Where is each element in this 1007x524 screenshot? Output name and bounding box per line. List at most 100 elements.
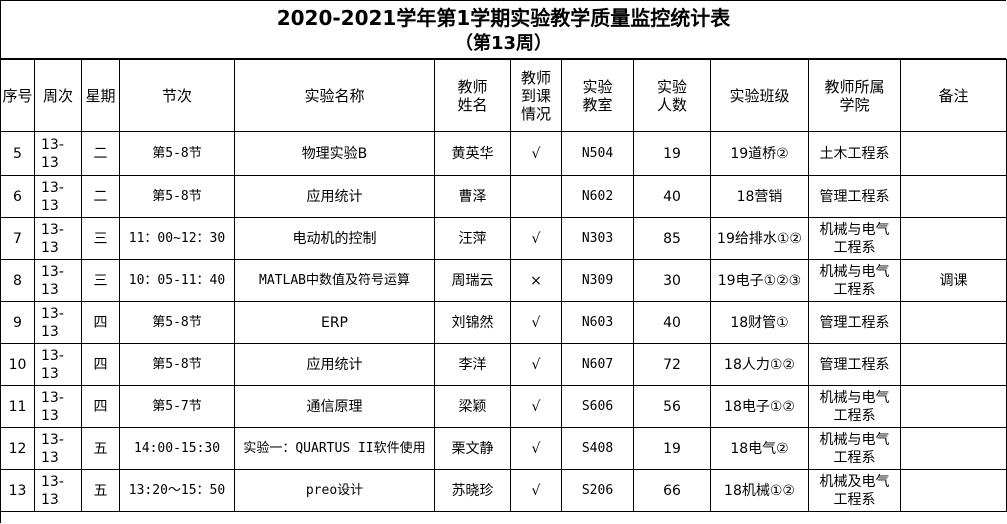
teacher-name-cell: 黄英华 (434, 131, 511, 176)
attendance-cell: √ (510, 469, 562, 512)
weekday-cell: 四 (81, 343, 120, 386)
table-row: 11 13-13 四第5-7节 通信原理 梁颖 √ S606 56 18电子①② 机械与电气 工程系 (0, 385, 1007, 428)
header-period: 节次 (119, 59, 235, 132)
header-week: 周次 (34, 59, 82, 132)
class-cell: 18财管① (710, 301, 809, 344)
table-row: 13 13-13 五 13:20～15：50 preo设计 苏晓珍 √ S206 66 18机械①… (0, 469, 1007, 512)
remark-cell (900, 175, 1007, 218)
period-cell: 13:20～15：50 (119, 469, 235, 512)
department-cell: 管理工程系 (808, 175, 901, 218)
seq-cell: 9 (0, 301, 35, 344)
student-count-cell: 66 (633, 469, 711, 512)
classroom-cell: N607 (561, 343, 634, 386)
teacher-name-cell: 刘锦然 (434, 301, 511, 344)
department-cell: 机械与电气 工程系 (808, 259, 901, 302)
weekday-cell: 五 (81, 469, 120, 512)
classroom-cell: S206 (561, 469, 634, 512)
class-cell: 18电子①② (710, 385, 809, 428)
remark-cell (900, 343, 1007, 386)
attendance-cell: √ (510, 385, 562, 428)
seq-cell: 13 (0, 469, 35, 512)
table-row: 9 13-13 四第5-8节 ERP 刘锦然 √ N603 40 18财管① 管理工程系 (0, 301, 1007, 344)
department-cell: 土木工程系 (808, 131, 901, 176)
teacher-name-cell: 汪萍 (434, 217, 511, 260)
week-cell: 13-13 (34, 427, 82, 470)
classroom-cell: N303 (561, 217, 634, 260)
seq-cell: 7 (0, 217, 35, 260)
attendance-cell: × (510, 259, 562, 302)
seq-cell: 10 (0, 343, 35, 386)
teacher-name-cell: 周瑞云 (434, 259, 511, 302)
experiment-name-cell: 应用统计 (234, 175, 435, 218)
period-cell: 10：05-11：40 (119, 259, 235, 302)
class-cell: 18电气② (710, 427, 809, 470)
header-class: 实验班级 (710, 59, 809, 132)
period-cell: 第5-8节 (119, 301, 235, 344)
header-experiment-name: 实验名称 (234, 59, 435, 132)
experiment-name-cell: 应用统计 (234, 343, 435, 386)
header-department: 教师所属 学院 (808, 59, 901, 132)
period-cell: 第5-7节 (119, 385, 235, 428)
week-cell: 13-13 (34, 131, 82, 176)
student-count-cell: 40 (633, 301, 711, 344)
classroom-cell: N602 (561, 175, 634, 218)
class-cell: 18机械①② (710, 469, 809, 512)
student-count-cell: 19 (633, 427, 711, 470)
classroom-cell: N309 (561, 259, 634, 302)
remark-cell (900, 131, 1007, 176)
header-teacher-attendance: 教师 到课 情况 (510, 59, 562, 132)
experiment-name-cell: 实验一：QUARTUS II软件使用 (234, 427, 435, 470)
student-count-cell: 85 (633, 217, 711, 260)
student-count-cell: 40 (633, 175, 711, 218)
teacher-name-cell: 李洋 (434, 343, 511, 386)
remark-cell (900, 217, 1007, 260)
class-cell: 18人力①② (710, 343, 809, 386)
week-cell: 13-13 (34, 385, 82, 428)
attendance-cell: √ (510, 301, 562, 344)
period-cell: 第5-8节 (119, 343, 235, 386)
weekday-cell: 三 (81, 259, 120, 302)
table-row: 10 13-13 四第5-8节 应用统计 李洋 √ N607 72 18人力①② 管理工程系 (0, 343, 1007, 386)
weekday-cell: 三 (81, 217, 120, 260)
teacher-name-cell: 梁颖 (434, 385, 511, 428)
experiment-name-cell: 通信原理 (234, 385, 435, 428)
attendance-cell (510, 175, 562, 218)
classroom-cell: N504 (561, 131, 634, 176)
class-cell: 19给排水①② (710, 217, 809, 260)
period-cell: 第5-8节 (119, 131, 235, 176)
header-seq: 序号 (0, 59, 35, 132)
experiment-name-cell: ERP (234, 301, 435, 344)
department-cell: 管理工程系 (808, 343, 901, 386)
week-cell: 13-13 (34, 259, 82, 302)
table-row: 7 13-13 三 11：00~12：30 电动机的控制 汪萍 √ N303 85 19给排水①②… (0, 217, 1007, 260)
teacher-name-cell: 栗文静 (434, 427, 511, 470)
class-cell: 19道桥② (710, 131, 809, 176)
experiment-name-cell: 电动机的控制 (234, 217, 435, 260)
header-student-count: 实验 人数 (633, 59, 711, 132)
table-body: 5 13-13 二第5-8节 物理实验B 黄英华 √ N504 19 19道桥② 土木工程系 6 13… (0, 131, 1007, 512)
student-count-cell: 72 (633, 343, 711, 386)
department-cell: 机械与电气 工程系 (808, 217, 901, 260)
period-cell: 第5-8节 (119, 175, 235, 218)
week-cell: 13-13 (34, 217, 82, 260)
week-cell: 13-13 (34, 175, 82, 218)
classroom-cell: S408 (561, 427, 634, 470)
classroom-cell: S606 (561, 385, 634, 428)
attendance-cell: √ (510, 131, 562, 176)
weekday-cell: 四 (81, 385, 120, 428)
department-cell: 机械与电气 工程系 (808, 385, 901, 428)
header-teacher-name: 教师 姓名 (434, 59, 511, 132)
remark-cell: 调课 (900, 259, 1007, 302)
period-cell: 14:00-15:30 (119, 427, 235, 470)
header-row: 序号 周次 星期 节次 实验名称 教师 姓名 教师 到课 情况 实验 教室 实验 人数 实验班级 教师所属 学院… (0, 59, 1007, 132)
attendance-cell: √ (510, 427, 562, 470)
remark-cell (900, 469, 1007, 512)
class-cell: 18营销 (710, 175, 809, 218)
week-cell: 13-13 (34, 469, 82, 512)
page-title: 2020-2021学年第1学期实验教学质量监控统计表 (276, 6, 731, 30)
attendance-cell: √ (510, 217, 562, 260)
remark-cell (900, 385, 1007, 428)
department-cell: 机械与电气 工程系 (808, 427, 901, 470)
attendance-cell: √ (510, 343, 562, 386)
